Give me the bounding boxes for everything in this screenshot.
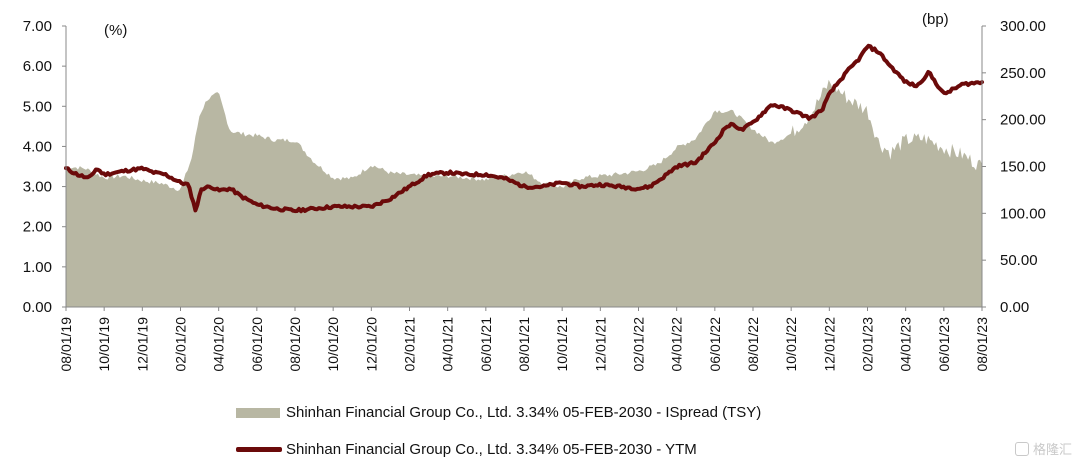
- x-tick-label: 10/01/19: [96, 317, 112, 372]
- x-tick-label: 08/01/20: [287, 317, 303, 372]
- x-tick-label: 04/01/22: [669, 317, 685, 372]
- watermark-text: 格隆汇: [1032, 442, 1072, 457]
- legend-swatch-ispread: [236, 407, 280, 418]
- legend-item-ytm: Shinhan Financial Group Co., Ltd. 3.34% …: [236, 441, 697, 458]
- right-tick-label: 300.00: [1000, 18, 1046, 35]
- x-tick-label: 08/01/23: [974, 317, 990, 372]
- x-tick-label: 12/01/19: [134, 317, 150, 372]
- left-axis-unit: (%): [104, 22, 127, 39]
- left-tick-label: 4.00: [23, 138, 52, 155]
- x-tick-label: 10/01/21: [554, 317, 570, 372]
- left-tick-label: 1.00: [23, 259, 52, 276]
- x-tick-label: 04/01/21: [440, 317, 456, 372]
- x-tick-label: 10/01/20: [325, 317, 341, 372]
- right-tick-label: 100.00: [1000, 205, 1046, 222]
- left-tick-label: 6.00: [23, 58, 52, 75]
- x-tick-label: 12/01/21: [592, 317, 608, 372]
- right-tick-label: 200.00: [1000, 112, 1046, 129]
- x-tick-label: 06/01/22: [707, 317, 723, 372]
- watermark: 格隆汇: [1014, 439, 1072, 458]
- left-tick-label: 0.00: [23, 299, 52, 316]
- x-tick-label: 04/01/20: [211, 317, 227, 372]
- x-tick-label: 04/01/23: [898, 317, 914, 372]
- legend-swatch-ytm: [236, 447, 282, 452]
- x-tick-label: 02/01/20: [173, 317, 189, 372]
- x-tick-label: 06/01/20: [249, 317, 265, 372]
- right-tick-label: 50.00: [1000, 252, 1038, 269]
- legend-label-ytm: Shinhan Financial Group Co., Ltd. 3.34% …: [286, 441, 697, 458]
- legend-item-ispread: Shinhan Financial Group Co., Ltd. 3.34% …: [236, 404, 761, 421]
- legend-label-ispread: Shinhan Financial Group Co., Ltd. 3.34% …: [286, 404, 762, 421]
- x-tick-label: 02/01/23: [860, 317, 876, 372]
- x-tick-label: 08/01/22: [745, 317, 761, 372]
- watermark-logo-icon: [1014, 441, 1029, 456]
- right-axis-unit: (bp): [922, 11, 949, 28]
- x-tick-label: 10/01/22: [783, 317, 799, 372]
- x-tick-label: 08/01/19: [58, 317, 74, 372]
- x-tick-label: 12/01/20: [363, 317, 379, 372]
- right-tick-label: 0.00: [1000, 299, 1029, 316]
- x-tick-label: 12/01/22: [821, 317, 837, 372]
- series-line-ytm: [64, 43, 984, 214]
- right-tick-label: 250.00: [1000, 65, 1046, 82]
- left-tick-label: 2.00: [23, 219, 52, 236]
- right-tick-label: 150.00: [1000, 159, 1046, 176]
- x-tick-label: 06/01/23: [936, 317, 952, 372]
- x-tick-label: 06/01/21: [478, 317, 494, 372]
- x-tick-label: 08/01/21: [516, 317, 532, 372]
- x-tick-label: 02/01/21: [402, 317, 418, 372]
- x-tick-label: 02/01/22: [631, 317, 647, 372]
- series-area-ispread: [66, 79, 982, 307]
- left-tick-label: 3.00: [23, 179, 52, 196]
- left-tick-label: 5.00: [23, 98, 52, 115]
- left-tick-label: 7.00: [23, 18, 52, 35]
